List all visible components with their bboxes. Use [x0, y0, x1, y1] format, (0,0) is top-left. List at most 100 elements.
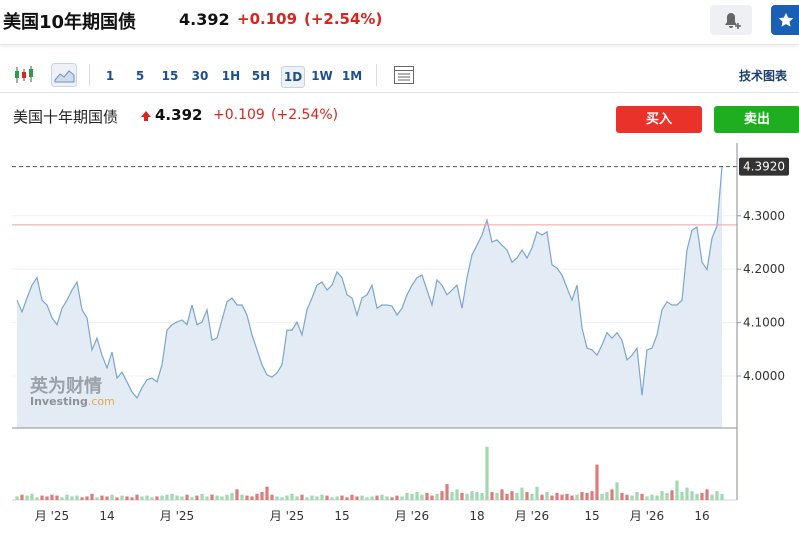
volume-bar	[335, 496, 339, 500]
volume-bar	[30, 493, 34, 500]
volume-bar	[110, 494, 114, 500]
volume-bar	[320, 494, 324, 500]
volume-bar	[615, 482, 619, 500]
volume-bar	[200, 493, 204, 500]
volume-bar	[375, 495, 379, 500]
watchlist-button[interactable]	[771, 5, 799, 35]
volume-bar	[430, 495, 434, 500]
volume-bar	[120, 495, 124, 500]
volume-bar	[25, 495, 29, 500]
volume-bar	[680, 492, 684, 500]
volume-bar	[285, 495, 289, 500]
volume-bar	[515, 492, 519, 500]
volume-bar	[240, 494, 244, 500]
volume-bar	[190, 497, 194, 500]
volume-bar	[280, 497, 284, 500]
volume-bar	[700, 492, 704, 500]
volume-bar	[475, 492, 479, 500]
volume-bar	[625, 494, 629, 500]
volume-bar	[520, 487, 524, 500]
interval-button[interactable]: 5H	[251, 69, 271, 83]
volume-bar	[265, 486, 269, 500]
interval-button[interactable]: 5	[135, 69, 145, 83]
interval-button[interactable]: 1H	[221, 69, 241, 83]
volume-bar	[485, 446, 489, 500]
volume-bar	[630, 495, 634, 500]
interval-button[interactable]: 15	[161, 69, 179, 83]
volume-bar	[95, 497, 99, 500]
volume-bar	[580, 492, 584, 500]
volume-bar	[600, 493, 604, 500]
interval-button[interactable]: 1W	[311, 69, 333, 83]
volume-bar	[180, 496, 184, 500]
x-tick-label: 15	[334, 509, 349, 523]
line-chart-icon[interactable]	[51, 63, 77, 87]
volume-bar	[150, 497, 154, 500]
interval-button[interactable]: 1D	[281, 66, 305, 88]
y-tick-label: 4.1000	[743, 316, 785, 330]
volume-bar	[445, 484, 449, 500]
x-tick-label: 16	[694, 509, 709, 523]
divider	[376, 64, 377, 86]
x-tick-label: 月 '25	[160, 509, 194, 523]
x-tick-label: 14	[99, 509, 114, 523]
chart-change: +0.109	[213, 107, 265, 123]
volume-bar	[135, 494, 139, 500]
volume-bar	[560, 494, 564, 500]
volume-bar	[305, 497, 309, 500]
volume-bar	[370, 496, 374, 500]
buy-button[interactable]: 买入	[616, 106, 702, 133]
volume-bar	[400, 496, 404, 500]
volume-bar	[65, 494, 69, 500]
candle-icon[interactable]	[12, 64, 36, 86]
volume-bar	[75, 495, 79, 500]
volume-bar	[215, 495, 219, 500]
volume-bar	[675, 480, 679, 500]
interval-button[interactable]: 30	[191, 69, 209, 83]
volume-bar	[80, 497, 84, 500]
sell-button[interactable]: 卖出	[714, 106, 799, 133]
volume-bar	[695, 493, 699, 500]
volume-bar	[330, 497, 334, 500]
volume-bar	[705, 489, 709, 500]
watermark-brand: Investing.com	[30, 395, 115, 408]
volume-bar	[365, 497, 369, 500]
chart-title: 美国十年期国债	[13, 108, 119, 126]
last-price-label: 4.3920	[743, 160, 785, 174]
alert-button[interactable]	[710, 5, 752, 35]
volume-bar	[390, 497, 394, 500]
interval-button[interactable]: 1M	[341, 69, 363, 83]
volume-bar	[710, 494, 714, 500]
volume-bar	[275, 496, 279, 500]
volume-bar	[665, 492, 669, 500]
volume-bar	[360, 495, 364, 500]
indicators-button[interactable]: 技术图表	[739, 69, 788, 83]
volume-bar	[125, 496, 129, 500]
chart-price: 4.392	[155, 106, 203, 124]
volume-bar	[645, 496, 649, 500]
volume-bar	[570, 495, 574, 500]
volume-bar	[470, 491, 474, 500]
x-tick-label: 月 '25	[270, 509, 304, 523]
volume-bar	[585, 492, 589, 500]
volume-bar	[590, 491, 594, 500]
volume-bar	[450, 492, 454, 500]
volume-bar	[610, 489, 614, 500]
layout-icon[interactable]	[393, 64, 415, 86]
volume-bar	[210, 494, 214, 500]
volume-bar	[540, 494, 544, 500]
volume-bar	[175, 495, 179, 500]
volume-bar	[420, 494, 424, 500]
volume-bar	[505, 493, 509, 500]
volume-bar	[575, 494, 579, 500]
header: 美国10年期国债 4.392 +0.109 (+2.54%)	[0, 0, 799, 45]
interval-button[interactable]: 1	[105, 69, 115, 83]
volume-bar	[405, 492, 409, 500]
volume-bar	[100, 495, 104, 500]
volume-bar	[495, 492, 499, 500]
volume-bar	[480, 492, 484, 500]
watermark-cn: 英为财情	[30, 376, 102, 397]
volume-bar	[455, 489, 459, 500]
